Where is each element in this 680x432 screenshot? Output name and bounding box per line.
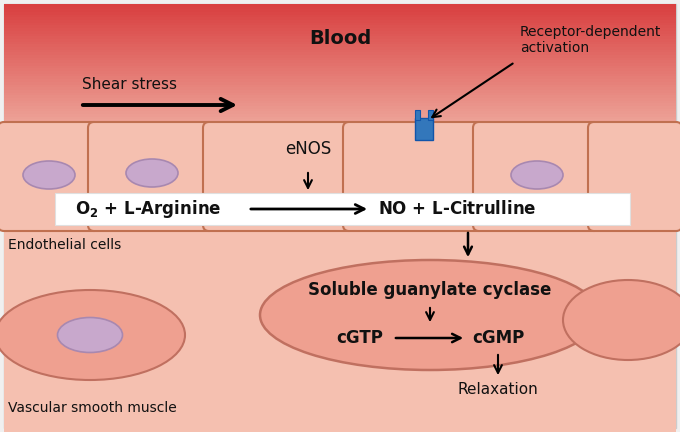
FancyBboxPatch shape [0, 122, 100, 231]
Bar [4, 111, 676, 115]
Bar [4, 95, 676, 99]
Bar [4, 146, 676, 150]
Text: Relaxation: Relaxation [458, 382, 539, 397]
Bar [4, 152, 676, 155]
Bar [4, 149, 676, 152]
Bar [4, 125, 676, 128]
Bar [4, 66, 676, 70]
Ellipse shape [58, 318, 122, 353]
Bar [4, 52, 676, 56]
Bar [4, 82, 676, 86]
Bar [4, 63, 676, 67]
Bar [4, 136, 676, 139]
Bar [4, 101, 676, 104]
Bar [4, 68, 676, 72]
Ellipse shape [23, 161, 75, 189]
Bar [4, 141, 676, 145]
Bar [4, 143, 676, 147]
Bar [4, 10, 676, 13]
Text: cGTP: cGTP [337, 329, 384, 347]
Bar [4, 55, 676, 59]
Bar [4, 119, 676, 123]
Bar [4, 160, 676, 163]
Bar [4, 74, 676, 77]
Bar [4, 31, 676, 35]
Bar [4, 157, 676, 161]
Bar [4, 12, 676, 16]
Bar [4, 127, 676, 131]
Bar [4, 162, 676, 166]
Bar [4, 109, 676, 112]
Ellipse shape [0, 290, 185, 380]
Bar [55, 193, 630, 225]
Text: Soluble guanylate cyclase: Soluble guanylate cyclase [308, 281, 551, 299]
Text: eNOS: eNOS [285, 140, 331, 158]
Text: Blood: Blood [309, 29, 371, 48]
Bar [4, 71, 676, 75]
Bar [4, 50, 676, 53]
FancyBboxPatch shape [343, 122, 485, 231]
Ellipse shape [126, 159, 178, 187]
Text: Endothelial cells: Endothelial cells [8, 238, 121, 252]
FancyBboxPatch shape [88, 122, 215, 231]
Text: Vascular smooth muscle: Vascular smooth muscle [8, 401, 177, 415]
Bar [4, 122, 676, 126]
FancyBboxPatch shape [473, 122, 600, 231]
Bar [4, 15, 676, 19]
Text: $\mathbf{NO}$ $\mathbf{+}$ $\mathbf{L}$-$\mathbf{Citrulline}$: $\mathbf{NO}$ $\mathbf{+}$ $\mathbf{L}$-… [378, 200, 537, 218]
Bar [4, 41, 676, 45]
Bar [4, 44, 676, 48]
Text: $\mathbf{O_2}$ $\mathbf{+}$ $\mathbf{L}$-$\mathbf{Arginine}$: $\mathbf{O_2}$ $\mathbf{+}$ $\mathbf{L}$… [75, 198, 222, 220]
Text: cGMP: cGMP [472, 329, 524, 347]
Bar [4, 138, 676, 142]
Bar [4, 60, 676, 64]
Bar [4, 98, 676, 102]
Bar [4, 23, 676, 26]
Bar [4, 20, 676, 24]
Bar [4, 28, 676, 32]
Bar [4, 34, 676, 37]
Bar [4, 90, 676, 94]
Ellipse shape [511, 161, 563, 189]
Bar [4, 92, 676, 96]
Bar [4, 87, 676, 91]
Bar [4, 57, 676, 61]
Bar [4, 130, 676, 134]
Bar [4, 4, 676, 8]
Bar [4, 6, 676, 10]
Bar [4, 106, 676, 110]
Bar [4, 17, 676, 21]
Bar [4, 165, 676, 432]
Bar [4, 117, 676, 121]
Bar [4, 85, 676, 88]
Bar [4, 79, 676, 83]
FancyBboxPatch shape [588, 122, 680, 231]
Ellipse shape [260, 260, 600, 370]
Bar [4, 103, 676, 107]
Text: Shear stress: Shear stress [82, 77, 177, 92]
Bar [415, 118, 433, 140]
Text: Receptor-dependent
activation: Receptor-dependent activation [520, 25, 662, 55]
Bar [4, 154, 676, 158]
Bar [4, 36, 676, 40]
Ellipse shape [563, 280, 680, 360]
Bar [4, 114, 676, 118]
Bar [4, 47, 676, 51]
Bar [4, 25, 676, 29]
Bar [428, 110, 433, 120]
Bar [4, 76, 676, 80]
Bar [4, 230, 676, 432]
Bar [415, 110, 420, 120]
Bar [4, 133, 676, 137]
Bar [4, 39, 676, 43]
FancyBboxPatch shape [203, 122, 355, 231]
